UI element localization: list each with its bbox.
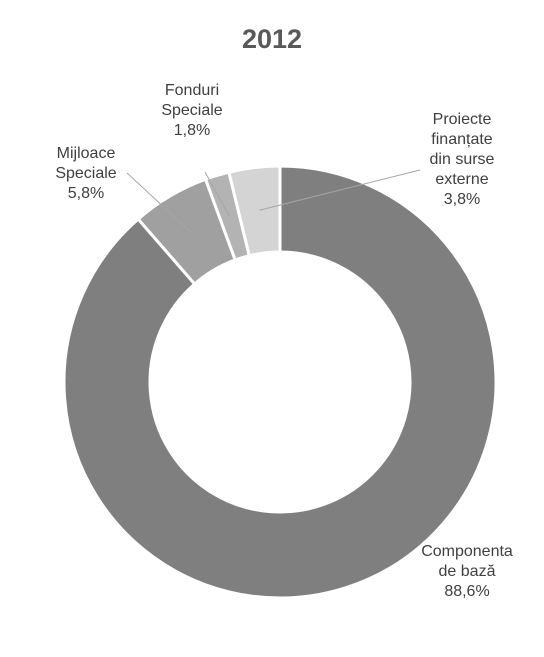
slice-label-line: Speciale (55, 165, 116, 182)
slice-label-line: finanțate (431, 131, 492, 148)
leader-lines (126, 169, 421, 234)
slice-label-fonduri-speciale: Fonduri Speciale 1,8% (161, 82, 222, 139)
slice-label-line: de bază (439, 563, 496, 580)
slice-label-mijloace-speciale: Mijloace Speciale 5,8% (55, 145, 116, 202)
leader-line-proiecte-finan-ate-din-surse-externe (259, 169, 421, 211)
slice-label-componenta-de-baz: Componenta de bază 88,6% (421, 543, 513, 600)
slice-label-line: din surse (430, 151, 495, 168)
slice-value-text: 1,8% (174, 122, 210, 139)
slice-label-line: Mijloace (57, 145, 116, 162)
slice-value-text: 88,6% (444, 583, 489, 600)
leader-line-fonduri-speciale (204, 171, 231, 217)
slice-label-proiecte-finan-ate-din-surse-externe: Proiecte finanțate din surse externe 3,8% (430, 111, 495, 208)
slice-labels: Componenta de bază 88,6% Mijloace Speciale 5,… (55, 82, 513, 600)
slice-label-line: externe (435, 171, 488, 188)
slice-value-text: 3,8% (444, 191, 480, 208)
slice-label-line: Componenta (421, 543, 513, 560)
leader-line-mijloace-speciale (126, 172, 193, 234)
slice-label-line: Fonduri (165, 82, 219, 99)
chart-title: 2012 (242, 24, 302, 54)
slices-group (62, 164, 498, 600)
slice-componenta-de-baz (62, 164, 498, 600)
slice-value-text: 5,8% (68, 185, 104, 202)
slice-proiecte-finan-ate-din-surse-externe (227, 164, 282, 258)
slice-label-line: Speciale (161, 102, 222, 119)
slice-label-line: Proiecte (433, 111, 492, 128)
